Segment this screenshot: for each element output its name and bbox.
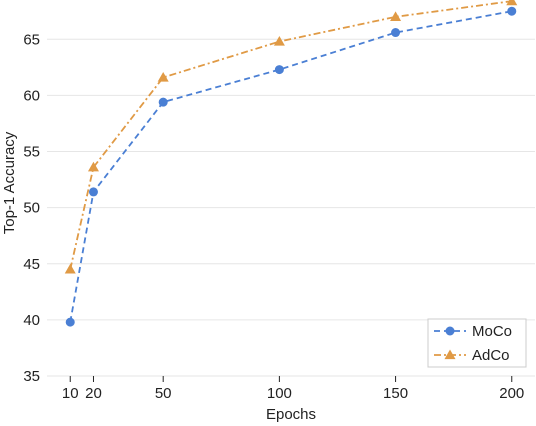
y-tick-label: 65 xyxy=(23,31,40,48)
series-line xyxy=(69,10,512,323)
data-point xyxy=(64,263,76,274)
x-tick-label: 10 xyxy=(62,385,79,402)
x-tick-labels: 10 20 50 100 150 200 xyxy=(62,376,524,402)
y-tick-labels: 35 40 45 50 55 60 65 xyxy=(23,31,40,385)
y-tick-label: 60 xyxy=(23,87,40,104)
data-point xyxy=(274,65,284,75)
data-point xyxy=(158,97,168,107)
y-axis-label: Top-1 Accuracy xyxy=(1,131,18,234)
y-tick-label: 50 xyxy=(23,200,40,217)
x-tick-label: 200 xyxy=(499,385,524,402)
data-point xyxy=(273,36,285,46)
y-tick-label: 40 xyxy=(23,312,40,329)
data-point xyxy=(506,0,518,6)
data-point xyxy=(65,317,75,327)
x-tick-label: 20 xyxy=(85,385,102,402)
series-moco xyxy=(65,6,517,327)
legend-label: MoCo xyxy=(472,323,512,340)
data-point xyxy=(507,6,517,16)
x-tick-label: 100 xyxy=(267,385,292,402)
data-point xyxy=(88,187,98,197)
legend-label: AdCo xyxy=(472,347,510,364)
y-tick-label: 45 xyxy=(23,256,40,273)
data-point xyxy=(391,28,401,38)
x-tick-label: 150 xyxy=(383,385,408,402)
grid-lines xyxy=(47,38,535,377)
legend: MoCo AdCo xyxy=(427,318,527,368)
y-tick-label: 55 xyxy=(23,144,40,161)
series-adco xyxy=(64,0,518,274)
data-point xyxy=(157,71,169,82)
data-point xyxy=(87,161,99,172)
y-tick-label: 35 xyxy=(23,368,40,385)
legend-box xyxy=(427,318,527,368)
data-point xyxy=(390,11,402,21)
x-axis-label: Epochs xyxy=(266,406,316,423)
legend-marker xyxy=(444,349,456,360)
legend-marker xyxy=(445,326,455,336)
series-group xyxy=(64,0,518,327)
x-tick-label: 50 xyxy=(155,385,172,402)
